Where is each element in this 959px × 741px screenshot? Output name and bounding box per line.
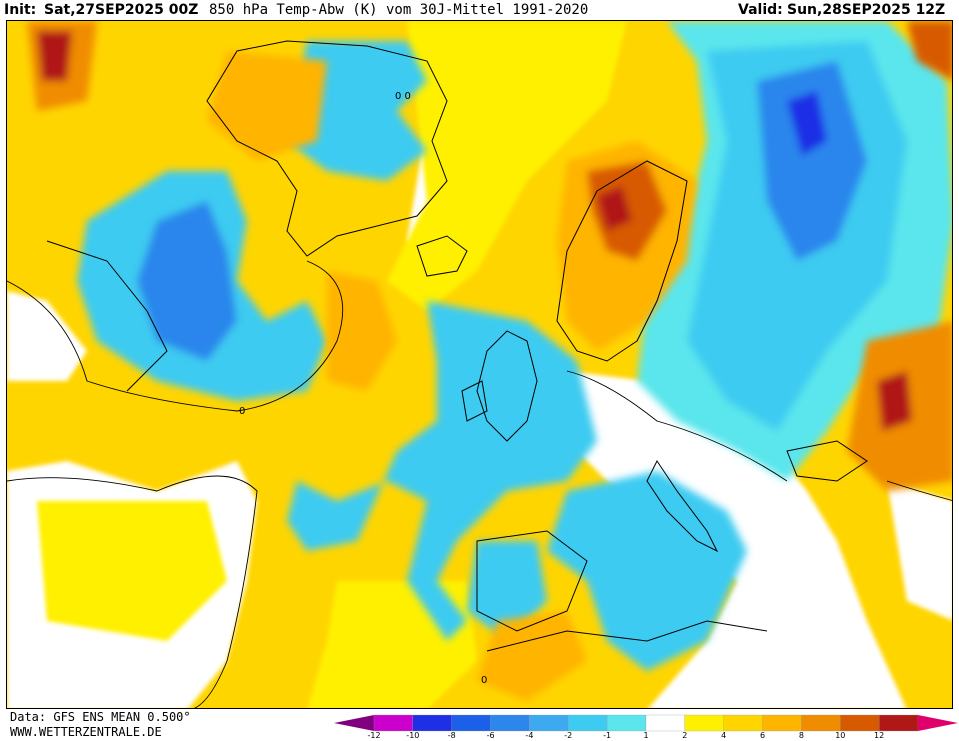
colorbar-strip — [334, 714, 958, 732]
colorbar-segment — [918, 715, 958, 731]
north-africa-coast — [486, 620, 768, 652]
yellow-areas — [37, 21, 627, 708]
contour-label: 0 0 — [395, 91, 411, 102]
cold-area-east-deepest — [787, 91, 827, 156]
warm-anomalies — [27, 21, 952, 701]
colorbar-segment — [529, 714, 569, 732]
website: WWW.WETTERZENTRALE.DE — [10, 725, 162, 739]
valid-label: Valid: — [738, 2, 783, 18]
data-source: Data: GFS ENS MEAN 0.500° — [10, 710, 191, 724]
chart-title: 850 hPa Temp-Abw (K) vom 30J-Mittel 1991… — [209, 2, 589, 18]
chart-header: Init: Sat,27SEP2025 00Z 850 hPa Temp-Abw… — [0, 0, 959, 20]
colorbar-tick-label: 10 — [835, 731, 846, 740]
colorbar-tick-label: -6 — [486, 731, 495, 740]
colorbar-tick-label: -4 — [525, 731, 534, 740]
black-sea-coast — [786, 440, 868, 482]
colorbar-tick-label: -12 — [367, 731, 381, 740]
colorbar-segment — [801, 714, 841, 732]
warm-area-east-core — [877, 371, 912, 431]
warm-area-ne — [907, 21, 952, 80]
contour-labels: 0 0 0 0 — [239, 91, 487, 686]
chart-footer: Data: GFS ENS MEAN 0.500° WWW.WETTERZENT… — [0, 709, 959, 741]
colorbar-segment — [490, 714, 530, 732]
north-america-coast — [46, 240, 168, 392]
zero-contours — [7, 260, 952, 708]
yellow-area-sw — [37, 501, 227, 641]
cold-area-west-europe — [287, 301, 597, 641]
cold-area-east-deep — [757, 61, 867, 261]
colorbar-tick-label: 12 — [874, 731, 885, 740]
colorbar-segment — [684, 714, 724, 732]
warm-area-atlantic-arc — [327, 271, 397, 391]
contour-label: 0 — [481, 675, 487, 686]
warm-area-scandinavia-peak — [597, 186, 632, 231]
cold-area-atlantic-deep — [137, 201, 237, 361]
colorbar — [334, 713, 958, 737]
colorbar-tick-label: 6 — [760, 731, 766, 740]
warm-area-greenland-west — [207, 51, 327, 161]
colorbar-tick-label: 2 — [682, 731, 688, 740]
british-isles-coast — [476, 330, 538, 442]
coastlines — [46, 40, 868, 652]
colorbar-segment — [762, 714, 802, 732]
contour-label: 0 — [239, 406, 245, 417]
italy-coast — [646, 460, 719, 553]
valid-value: Sun,28SEP2025 12Z — [787, 2, 946, 18]
colorbar-tick-label: -1 — [603, 731, 612, 740]
cold-anomalies — [77, 21, 952, 671]
warm-area-north-africa — [477, 611, 587, 701]
colorbar-tick-label: 4 — [721, 731, 727, 740]
white-area-east — [887, 481, 952, 621]
colorbar-segment — [645, 714, 686, 732]
colorbar-segment — [373, 714, 414, 732]
init-label: Init: — [4, 2, 37, 18]
map-canvas: 0 0 0 0 — [7, 21, 952, 708]
colorbar-segment — [723, 714, 763, 732]
anomaly-map: 0 0 0 0 — [6, 20, 953, 709]
colorbar-tick-label: -2 — [564, 731, 573, 740]
colorbar-segment — [451, 714, 491, 732]
cold-area-mediterranean — [547, 471, 747, 671]
colorbar-segment — [568, 714, 608, 732]
colorbar-segment — [606, 714, 647, 732]
iberia-coast — [476, 530, 588, 632]
warm-area-nw-core — [37, 31, 72, 81]
colorbar-segment — [334, 715, 374, 731]
scandinavia-coast — [556, 160, 688, 362]
colorbar-tick-label: 8 — [798, 731, 804, 740]
init-value: Sat,27SEP2025 00Z — [44, 2, 199, 18]
colorbar-tick-label: -8 — [447, 731, 456, 740]
ireland-coast — [461, 380, 488, 422]
colorbar-tick-label: 1 — [643, 731, 649, 740]
colorbar-tick-label: -10 — [406, 731, 420, 740]
yellow-area-north — [387, 21, 627, 311]
colorbar-segment — [412, 714, 452, 732]
greenland-coast — [206, 40, 448, 257]
colorbar-segment — [878, 714, 919, 732]
iceland-coast — [416, 235, 468, 277]
colorbar-segment — [840, 714, 880, 732]
white-area-west — [7, 291, 87, 381]
